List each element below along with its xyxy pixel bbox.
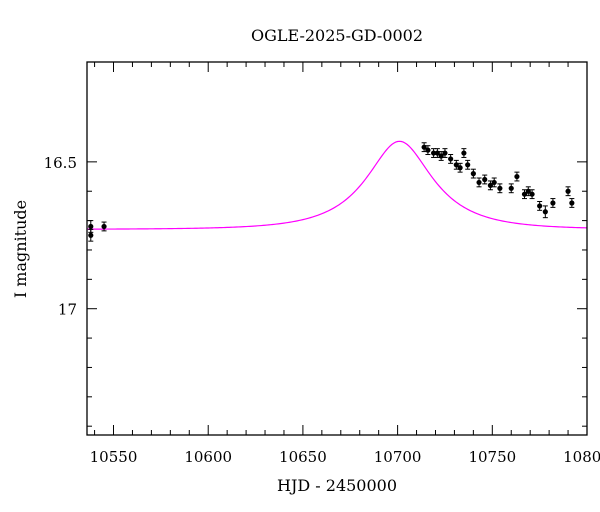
- data-point: [565, 186, 571, 197]
- x-tick-label: 10600: [184, 448, 232, 466]
- point-marker: [448, 156, 454, 162]
- tick-marks: [87, 62, 588, 435]
- data-points: [88, 142, 575, 242]
- data-point: [442, 148, 448, 158]
- y-axis-label: I magnitude: [11, 200, 30, 298]
- point-marker: [457, 165, 463, 171]
- x-tick-label: 10700: [374, 448, 422, 466]
- model-line: [86, 140, 588, 230]
- point-marker: [542, 209, 548, 215]
- data-point: [425, 145, 431, 156]
- point-marker: [529, 191, 535, 197]
- x-tick-label: 10550: [90, 448, 138, 466]
- data-point: [457, 162, 463, 173]
- data-point: [476, 177, 482, 188]
- data-point: [529, 189, 535, 200]
- point-marker: [476, 179, 482, 186]
- data-point: [461, 148, 467, 158]
- tick-labels: 10550 10600 10650 10700 10750 10800 16.5 17: [44, 154, 600, 466]
- data-point: [101, 221, 107, 232]
- x-tick-label: 10800: [563, 448, 600, 466]
- point-marker: [461, 150, 467, 156]
- data-point: [550, 198, 556, 208]
- point-marker: [550, 200, 556, 206]
- data-point: [569, 198, 575, 208]
- data-point: [465, 159, 471, 170]
- point-marker: [442, 150, 448, 156]
- point-marker: [514, 173, 520, 180]
- data-point: [491, 177, 497, 188]
- data-point: [508, 183, 514, 194]
- point-marker: [482, 176, 488, 183]
- point-marker: [425, 147, 431, 153]
- point-marker: [497, 185, 503, 191]
- point-marker: [565, 188, 571, 194]
- model-curve: [86, 140, 588, 230]
- point-marker: [430, 150, 437, 156]
- point-marker: [537, 203, 543, 209]
- data-point: [448, 154, 454, 164]
- data-point: [514, 171, 520, 182]
- point-marker: [491, 179, 497, 186]
- point-marker: [569, 200, 575, 206]
- x-axis-label: HJD - 2450000: [277, 476, 397, 495]
- point-marker: [88, 232, 94, 238]
- x-tick-label: 10650: [279, 448, 327, 466]
- data-point: [88, 228, 94, 242]
- data-point: [537, 201, 543, 211]
- point-marker: [470, 171, 476, 177]
- plot-frame: [86, 61, 588, 436]
- point-marker: [508, 185, 514, 191]
- data-point: [497, 183, 503, 194]
- data-point: [470, 168, 476, 179]
- data-point: [542, 205, 548, 219]
- data-point: [482, 174, 488, 185]
- x-tick-label: 10750: [468, 448, 516, 466]
- y-tick-label: 17: [58, 301, 77, 319]
- point-marker: [465, 162, 471, 168]
- chart-title: OGLE-2025-GD-0002: [251, 26, 423, 45]
- point-marker: [101, 223, 107, 230]
- y-tick-label: 16.5: [44, 154, 77, 172]
- point-marker: [88, 223, 94, 230]
